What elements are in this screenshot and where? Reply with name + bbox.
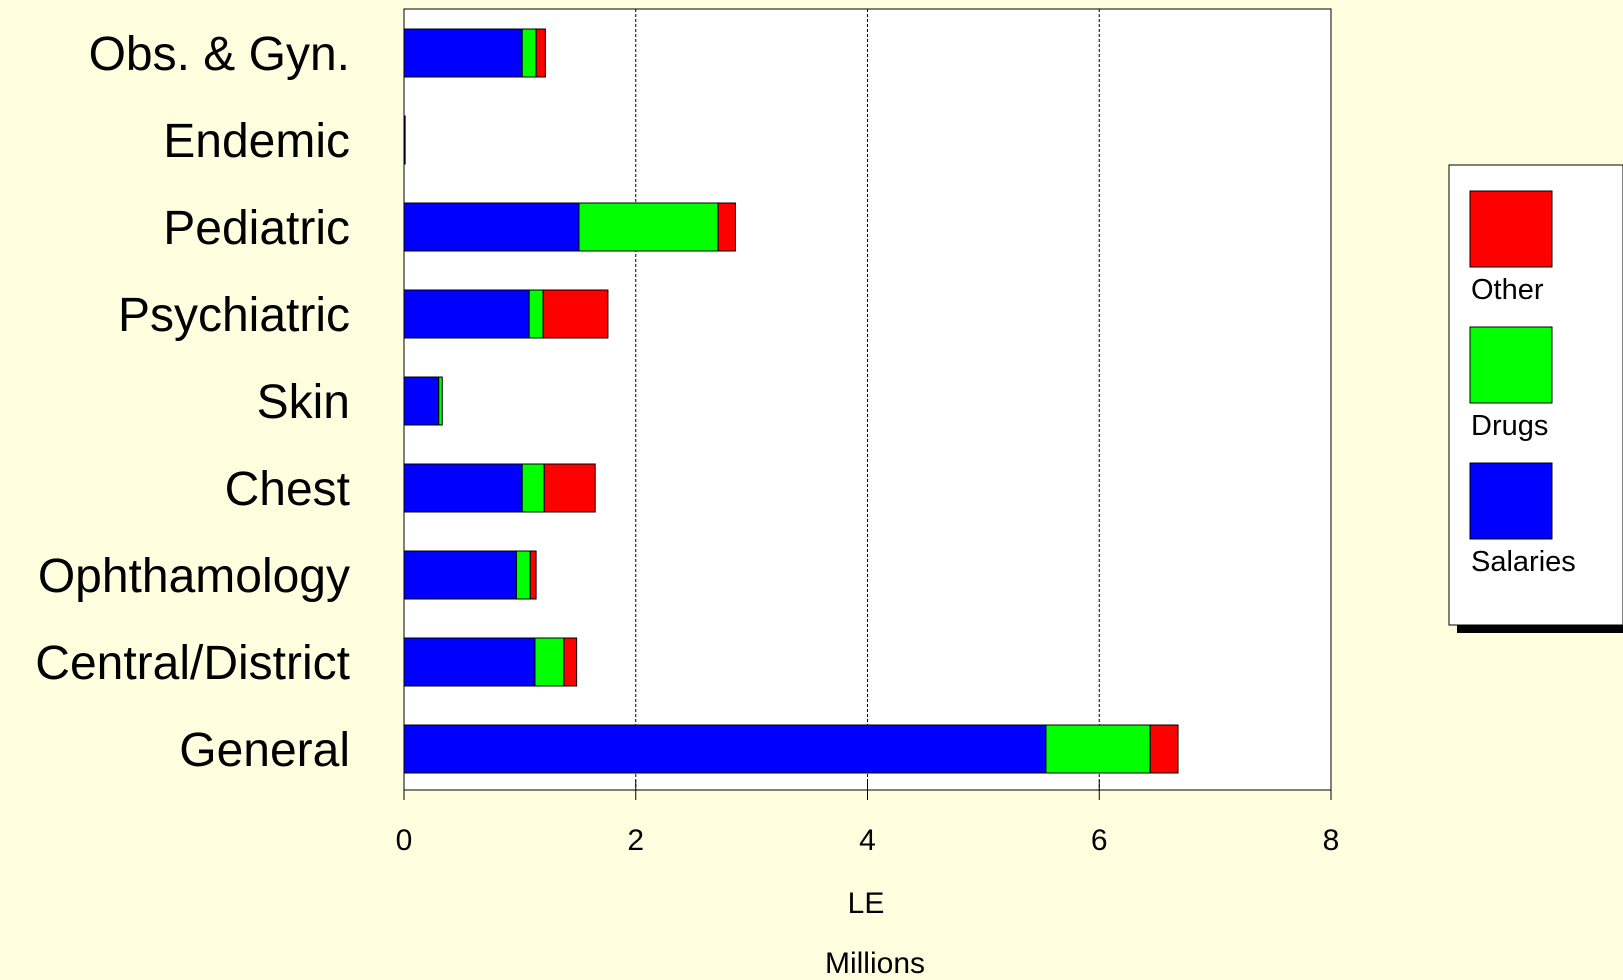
x-axis: 0 2 4 6 8: [396, 780, 1340, 857]
bar-segment-salaries: [403, 550, 517, 600]
x-axis-subtitle: Millions: [825, 947, 925, 980]
x-tick-label: 6: [1091, 824, 1108, 857]
category-label: Ophthamology: [38, 550, 350, 603]
legend-swatch-salaries: [1469, 462, 1553, 540]
bar-segment-salaries: [403, 115, 406, 165]
bar-segment-drugs: [1045, 724, 1151, 774]
legend-label-salaries: Salaries: [1471, 546, 1576, 578]
bar-segment-other: [563, 637, 578, 687]
bar-segment-salaries: [403, 463, 523, 513]
bar-segment-drugs: [438, 376, 443, 426]
bar-segment-other: [717, 202, 736, 252]
category-label: Psychiatric: [118, 289, 350, 342]
bar-segment-drugs: [521, 28, 537, 78]
plot-area: [403, 8, 1332, 791]
bar-segment-other: [543, 463, 596, 513]
category-label: Obs. & Gyn.: [89, 28, 350, 81]
legend-label-other: Other: [1471, 274, 1544, 306]
category-labels: Obs. & Gyn. Endemic Pediatric Psychiatric Sk…: [35, 28, 350, 777]
bar-segment-drugs: [534, 637, 565, 687]
category-label: Endemic: [163, 115, 350, 168]
category-label: Chest: [225, 463, 350, 516]
category-label: General: [179, 724, 350, 777]
bar-segment-salaries: [403, 289, 530, 339]
bar-segment-drugs: [578, 202, 719, 252]
bar-segment-salaries: [403, 637, 536, 687]
bar-segment-other: [535, 28, 546, 78]
bar-segment-salaries: [403, 376, 440, 426]
bar-segment-drugs: [528, 289, 544, 339]
bar-segment-drugs: [515, 550, 531, 600]
bar-segment-drugs: [521, 463, 545, 513]
bar-segment-salaries: [403, 28, 523, 78]
legend-swatch-other: [1469, 190, 1553, 268]
x-tick-label: 2: [627, 824, 644, 857]
bar-segment-salaries: [403, 724, 1047, 774]
category-label: Pediatric: [163, 202, 350, 255]
category-label: Central/District: [35, 637, 350, 690]
legend-label-drugs: Drugs: [1471, 410, 1548, 442]
category-label: Skin: [257, 376, 350, 429]
legend-swatch-drugs: [1469, 326, 1553, 404]
bar-segment-other: [1149, 724, 1179, 774]
legend: Other Drugs Salaries: [1448, 164, 1623, 633]
bar-segment-other: [542, 289, 609, 339]
x-tick-label: 8: [1323, 824, 1340, 857]
x-axis-title: LE: [848, 887, 885, 920]
x-tick-label: 0: [396, 824, 413, 857]
bar-segment-other: [529, 550, 537, 600]
bar-segment-salaries: [403, 202, 580, 252]
x-tick-label: 4: [859, 824, 876, 857]
